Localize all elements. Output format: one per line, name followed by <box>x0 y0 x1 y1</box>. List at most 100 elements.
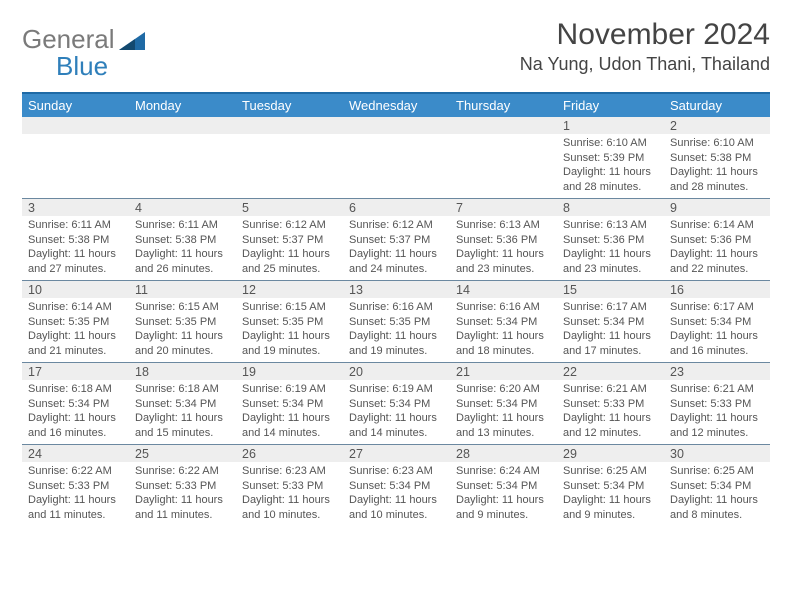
sunset-line: Sunset: 5:34 PM <box>135 397 230 412</box>
day-details: Sunrise: 6:14 AMSunset: 5:35 PMDaylight:… <box>22 298 129 362</box>
sunset-line: Sunset: 5:35 PM <box>135 315 230 330</box>
sunset-line: Sunset: 5:34 PM <box>349 479 444 494</box>
day-details-row: Sunrise: 6:22 AMSunset: 5:33 PMDaylight:… <box>22 462 770 526</box>
day-details: Sunrise: 6:10 AMSunset: 5:39 PMDaylight:… <box>557 134 664 198</box>
daylight-line: Daylight: 11 hours and 14 minutes. <box>349 411 444 440</box>
day-number: 16 <box>664 281 771 298</box>
sunset-line: Sunset: 5:36 PM <box>563 233 658 248</box>
day-number: 1 <box>557 117 664 134</box>
day-number: 3 <box>22 199 129 216</box>
day-details-row: Sunrise: 6:18 AMSunset: 5:34 PMDaylight:… <box>22 380 770 444</box>
sunrise-line: Sunrise: 6:19 AM <box>349 382 444 397</box>
sunrise-line: Sunrise: 6:18 AM <box>135 382 230 397</box>
day-number: 2 <box>664 117 771 134</box>
day-details: Sunrise: 6:20 AMSunset: 5:34 PMDaylight:… <box>450 380 557 444</box>
daylight-line: Daylight: 11 hours and 25 minutes. <box>242 247 337 276</box>
day-number: 29 <box>557 445 664 462</box>
day-number: 6 <box>343 199 450 216</box>
day-details: Sunrise: 6:10 AMSunset: 5:38 PMDaylight:… <box>664 134 771 198</box>
sunrise-line: Sunrise: 6:20 AM <box>456 382 551 397</box>
sunrise-line: Sunrise: 6:13 AM <box>456 218 551 233</box>
sunset-line: Sunset: 5:34 PM <box>242 397 337 412</box>
day-details: Sunrise: 6:11 AMSunset: 5:38 PMDaylight:… <box>22 216 129 280</box>
sunrise-line: Sunrise: 6:11 AM <box>135 218 230 233</box>
day-details: Sunrise: 6:14 AMSunset: 5:36 PMDaylight:… <box>664 216 771 280</box>
sunset-line: Sunset: 5:34 PM <box>563 315 658 330</box>
day-details: Sunrise: 6:21 AMSunset: 5:33 PMDaylight:… <box>664 380 771 444</box>
empty-cell <box>22 134 129 198</box>
day-number: 18 <box>129 363 236 380</box>
sunrise-line: Sunrise: 6:10 AM <box>670 136 765 151</box>
sunrise-line: Sunrise: 6:10 AM <box>563 136 658 151</box>
empty-cell <box>129 117 236 134</box>
day-details: Sunrise: 6:17 AMSunset: 5:34 PMDaylight:… <box>557 298 664 362</box>
day-details: Sunrise: 6:16 AMSunset: 5:34 PMDaylight:… <box>450 298 557 362</box>
day-details: Sunrise: 6:23 AMSunset: 5:33 PMDaylight:… <box>236 462 343 526</box>
day-number: 7 <box>450 199 557 216</box>
day-details: Sunrise: 6:11 AMSunset: 5:38 PMDaylight:… <box>129 216 236 280</box>
sunrise-line: Sunrise: 6:17 AM <box>670 300 765 315</box>
daylight-line: Daylight: 11 hours and 28 minutes. <box>563 165 658 194</box>
daylight-line: Daylight: 11 hours and 14 minutes. <box>242 411 337 440</box>
sunrise-line: Sunrise: 6:17 AM <box>563 300 658 315</box>
day-number: 26 <box>236 445 343 462</box>
day-details-row: Sunrise: 6:10 AMSunset: 5:39 PMDaylight:… <box>22 134 770 198</box>
sunrise-line: Sunrise: 6:16 AM <box>456 300 551 315</box>
daylight-line: Daylight: 11 hours and 9 minutes. <box>456 493 551 522</box>
empty-cell <box>450 134 557 198</box>
sunset-line: Sunset: 5:36 PM <box>670 233 765 248</box>
day-details: Sunrise: 6:13 AMSunset: 5:36 PMDaylight:… <box>557 216 664 280</box>
daylight-line: Daylight: 11 hours and 24 minutes. <box>349 247 444 276</box>
sunrise-line: Sunrise: 6:13 AM <box>563 218 658 233</box>
sunset-line: Sunset: 5:34 PM <box>456 397 551 412</box>
empty-cell <box>450 117 557 134</box>
page-title: November 2024 <box>520 18 770 52</box>
sunrise-line: Sunrise: 6:22 AM <box>135 464 230 479</box>
day-number: 21 <box>450 363 557 380</box>
empty-cell <box>22 117 129 134</box>
logo: General Blue <box>22 18 145 82</box>
sunset-line: Sunset: 5:39 PM <box>563 151 658 166</box>
day-details-row: Sunrise: 6:14 AMSunset: 5:35 PMDaylight:… <box>22 298 770 362</box>
sunrise-line: Sunrise: 6:19 AM <box>242 382 337 397</box>
sunrise-line: Sunrise: 6:15 AM <box>242 300 337 315</box>
sunset-line: Sunset: 5:37 PM <box>349 233 444 248</box>
sunset-line: Sunset: 5:35 PM <box>242 315 337 330</box>
daylight-line: Daylight: 11 hours and 15 minutes. <box>135 411 230 440</box>
sunrise-line: Sunrise: 6:21 AM <box>670 382 765 397</box>
title-block: November 2024 Na Yung, Udon Thani, Thail… <box>520 18 770 75</box>
empty-cell <box>129 134 236 198</box>
day-number: 13 <box>343 281 450 298</box>
day-number: 23 <box>664 363 771 380</box>
day-number: 9 <box>664 199 771 216</box>
day-number: 28 <box>450 445 557 462</box>
daylight-line: Daylight: 11 hours and 18 minutes. <box>456 329 551 358</box>
daylight-line: Daylight: 11 hours and 28 minutes. <box>670 165 765 194</box>
sunrise-line: Sunrise: 6:14 AM <box>28 300 123 315</box>
day-details: Sunrise: 6:12 AMSunset: 5:37 PMDaylight:… <box>236 216 343 280</box>
day-number: 27 <box>343 445 450 462</box>
sunrise-line: Sunrise: 6:25 AM <box>670 464 765 479</box>
day-number: 5 <box>236 199 343 216</box>
daylight-line: Daylight: 11 hours and 10 minutes. <box>242 493 337 522</box>
sunset-line: Sunset: 5:33 PM <box>563 397 658 412</box>
daylight-line: Daylight: 11 hours and 16 minutes. <box>670 329 765 358</box>
sunset-line: Sunset: 5:36 PM <box>456 233 551 248</box>
day-details: Sunrise: 6:22 AMSunset: 5:33 PMDaylight:… <box>129 462 236 526</box>
day-number-row: 17181920212223 <box>22 362 770 380</box>
daylight-line: Daylight: 11 hours and 23 minutes. <box>563 247 658 276</box>
day-details: Sunrise: 6:24 AMSunset: 5:34 PMDaylight:… <box>450 462 557 526</box>
weekday-header: Sunday <box>22 94 129 117</box>
daylight-line: Daylight: 11 hours and 19 minutes. <box>349 329 444 358</box>
day-details: Sunrise: 6:22 AMSunset: 5:33 PMDaylight:… <box>22 462 129 526</box>
day-number: 8 <box>557 199 664 216</box>
day-number-row: 24252627282930 <box>22 444 770 462</box>
sunset-line: Sunset: 5:34 PM <box>456 479 551 494</box>
day-details: Sunrise: 6:23 AMSunset: 5:34 PMDaylight:… <box>343 462 450 526</box>
sunset-line: Sunset: 5:34 PM <box>456 315 551 330</box>
day-number: 24 <box>22 445 129 462</box>
daylight-line: Daylight: 11 hours and 20 minutes. <box>135 329 230 358</box>
day-details: Sunrise: 6:25 AMSunset: 5:34 PMDaylight:… <box>664 462 771 526</box>
day-details: Sunrise: 6:19 AMSunset: 5:34 PMDaylight:… <box>236 380 343 444</box>
daylight-line: Daylight: 11 hours and 16 minutes. <box>28 411 123 440</box>
